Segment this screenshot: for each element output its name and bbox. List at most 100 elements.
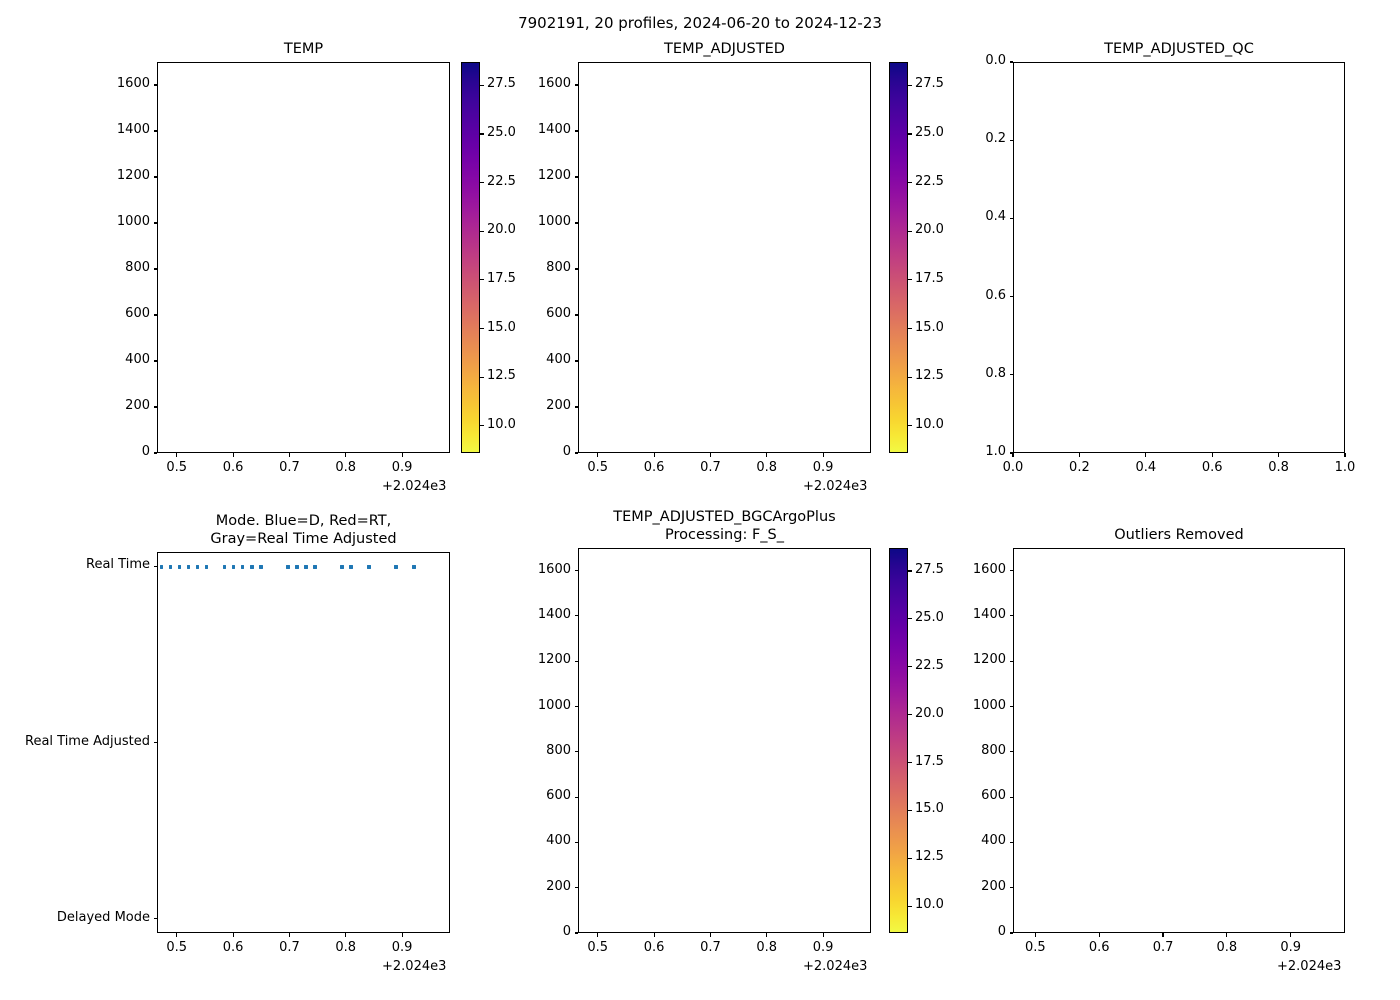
- ytick-label: 200: [546, 398, 571, 413]
- xaxis-offset-text-temp_adjusted_bgc: +2.024e3: [803, 959, 868, 974]
- colorbar-tick-label: 17.5: [487, 270, 516, 286]
- mode-point-marker: [223, 565, 227, 569]
- ytick-mark: [1009, 660, 1013, 662]
- figure-suptitle: 7902191, 20 profiles, 2024-06-20 to 2024…: [518, 14, 882, 32]
- xtick-label: 0.7: [700, 460, 721, 475]
- ytick-label: 200: [546, 878, 571, 894]
- ytick-label: 0.4: [985, 209, 1006, 225]
- ytick-mark: [153, 452, 157, 454]
- xtick-label: 0.8: [1216, 940, 1238, 955]
- xtick-mark: [345, 933, 347, 937]
- axes-title-outliers_removed: Outliers Removed: [1114, 527, 1244, 543]
- axes-outliers_removed: [1013, 548, 1345, 933]
- ytick-label: 400: [546, 352, 571, 367]
- xtick-label: 0.6: [1201, 460, 1223, 475]
- xtick-label: 0.6: [643, 460, 665, 475]
- xtick-mark: [1278, 453, 1280, 457]
- mode-point-marker: [168, 565, 173, 569]
- ytick-label: 800: [546, 260, 571, 275]
- ytick-label: 400: [981, 833, 1006, 849]
- ytick-label: 0.8: [985, 365, 1006, 381]
- xtick-label: 0.6: [1088, 940, 1110, 955]
- colorbar-tick-label: 12.5: [915, 368, 944, 384]
- colorbar-tick-label: 10.0: [915, 897, 944, 913]
- ytick-label: Real Time Adjusted: [25, 733, 150, 749]
- axes-mode: [157, 552, 450, 933]
- xtick-mark: [1290, 933, 1292, 937]
- xtick-label: 0.6: [222, 940, 244, 955]
- mode-point-marker: [187, 565, 191, 569]
- ytick-mark: [574, 84, 578, 86]
- ytick-label: 1200: [537, 652, 571, 668]
- ytick-label: 1400: [537, 122, 571, 137]
- xtick-mark: [766, 933, 768, 937]
- ytick-mark: [574, 268, 578, 270]
- mode-point-marker: [295, 565, 299, 569]
- colorbar-tick-mark: [908, 714, 912, 716]
- xtick-label: 0.8: [1268, 460, 1289, 475]
- ytick-mark: [153, 268, 157, 270]
- xtick-mark: [345, 453, 347, 457]
- ytick-mark: [1009, 61, 1013, 63]
- ytick-label: 0.2: [985, 131, 1006, 147]
- ytick-mark: [153, 918, 157, 920]
- colorbar-tick-label: 12.5: [487, 368, 516, 384]
- mode-point-marker: [232, 565, 236, 569]
- xtick-label: 0.5: [587, 460, 609, 475]
- colorbar-tick-label: 20.0: [915, 222, 944, 238]
- ytick-mark: [574, 406, 578, 408]
- colorbar-tick-label: 15.0: [915, 319, 944, 335]
- xtick-mark: [1211, 453, 1213, 457]
- ytick-label: 1000: [537, 214, 571, 229]
- ytick-label: 1600: [972, 561, 1006, 577]
- xtick-label: 0.6: [643, 940, 665, 955]
- mode-point-marker: [304, 565, 308, 569]
- axes-title-temp_adjusted_bgc: TEMP_ADJUSTED_BGCArgoPlus Processing: F_…: [613, 509, 836, 544]
- xtick-mark: [288, 453, 290, 457]
- mode-point-marker: [394, 565, 398, 569]
- ytick-mark: [1009, 751, 1013, 753]
- ytick-label: 400: [546, 833, 571, 849]
- xtick-label: 0.7: [279, 940, 300, 955]
- ytick-label: 1400: [972, 606, 1006, 622]
- colorbar-tick-label: 15.0: [915, 801, 944, 817]
- colorbar-tick-label: 20.0: [487, 222, 516, 238]
- colorbar-tick-label: 25.0: [487, 124, 516, 140]
- ytick-mark: [153, 565, 157, 567]
- colorbar-tick-mark: [908, 570, 912, 572]
- xtick-mark: [1012, 453, 1014, 457]
- ytick-mark: [574, 932, 578, 934]
- xtick-label: 0.5: [1025, 940, 1046, 955]
- ytick-label: 200: [125, 398, 150, 413]
- colorbar-tick-mark: [480, 230, 484, 232]
- xtick-mark: [709, 453, 711, 457]
- ytick-label: 0: [562, 444, 571, 459]
- xaxis-offset-text-mode: +2.024e3: [382, 959, 447, 974]
- axes-title-temp_adjusted: TEMP_ADJUSTED: [664, 41, 785, 57]
- colorbar-tick-label: 27.5: [915, 76, 944, 92]
- ytick-mark: [1009, 932, 1013, 934]
- mode-point-marker: [259, 565, 263, 569]
- axes-title-temp: TEMP: [283, 41, 324, 57]
- xtick-label: 0.8: [335, 940, 357, 955]
- ytick-mark: [153, 741, 157, 744]
- colorbar-temp: [461, 62, 480, 453]
- xtick-label: 0.9: [1280, 940, 1302, 955]
- ytick-mark: [574, 751, 578, 753]
- ytick-label: 1600: [537, 561, 571, 577]
- axes-title-temp_adjusted_qc: TEMP_ADJUSTED_QC: [1104, 41, 1254, 57]
- xtick-mark: [1145, 453, 1147, 457]
- ytick-label: 1200: [116, 168, 150, 183]
- colorbar-tick-mark: [480, 182, 484, 184]
- xtick-label: 0.7: [700, 940, 721, 955]
- xtick-mark: [176, 453, 178, 457]
- ytick-label: 1400: [116, 122, 150, 137]
- xtick-label: 0.4: [1135, 460, 1157, 475]
- colorbar-tick-mark: [908, 857, 912, 859]
- xtick-mark: [1226, 933, 1228, 937]
- ytick-mark: [153, 176, 157, 178]
- xaxis-offset-text-outliers_removed: +2.024e3: [1277, 959, 1342, 974]
- colorbar-tick-label: 25.0: [915, 124, 944, 140]
- mode-point-marker: [367, 565, 371, 569]
